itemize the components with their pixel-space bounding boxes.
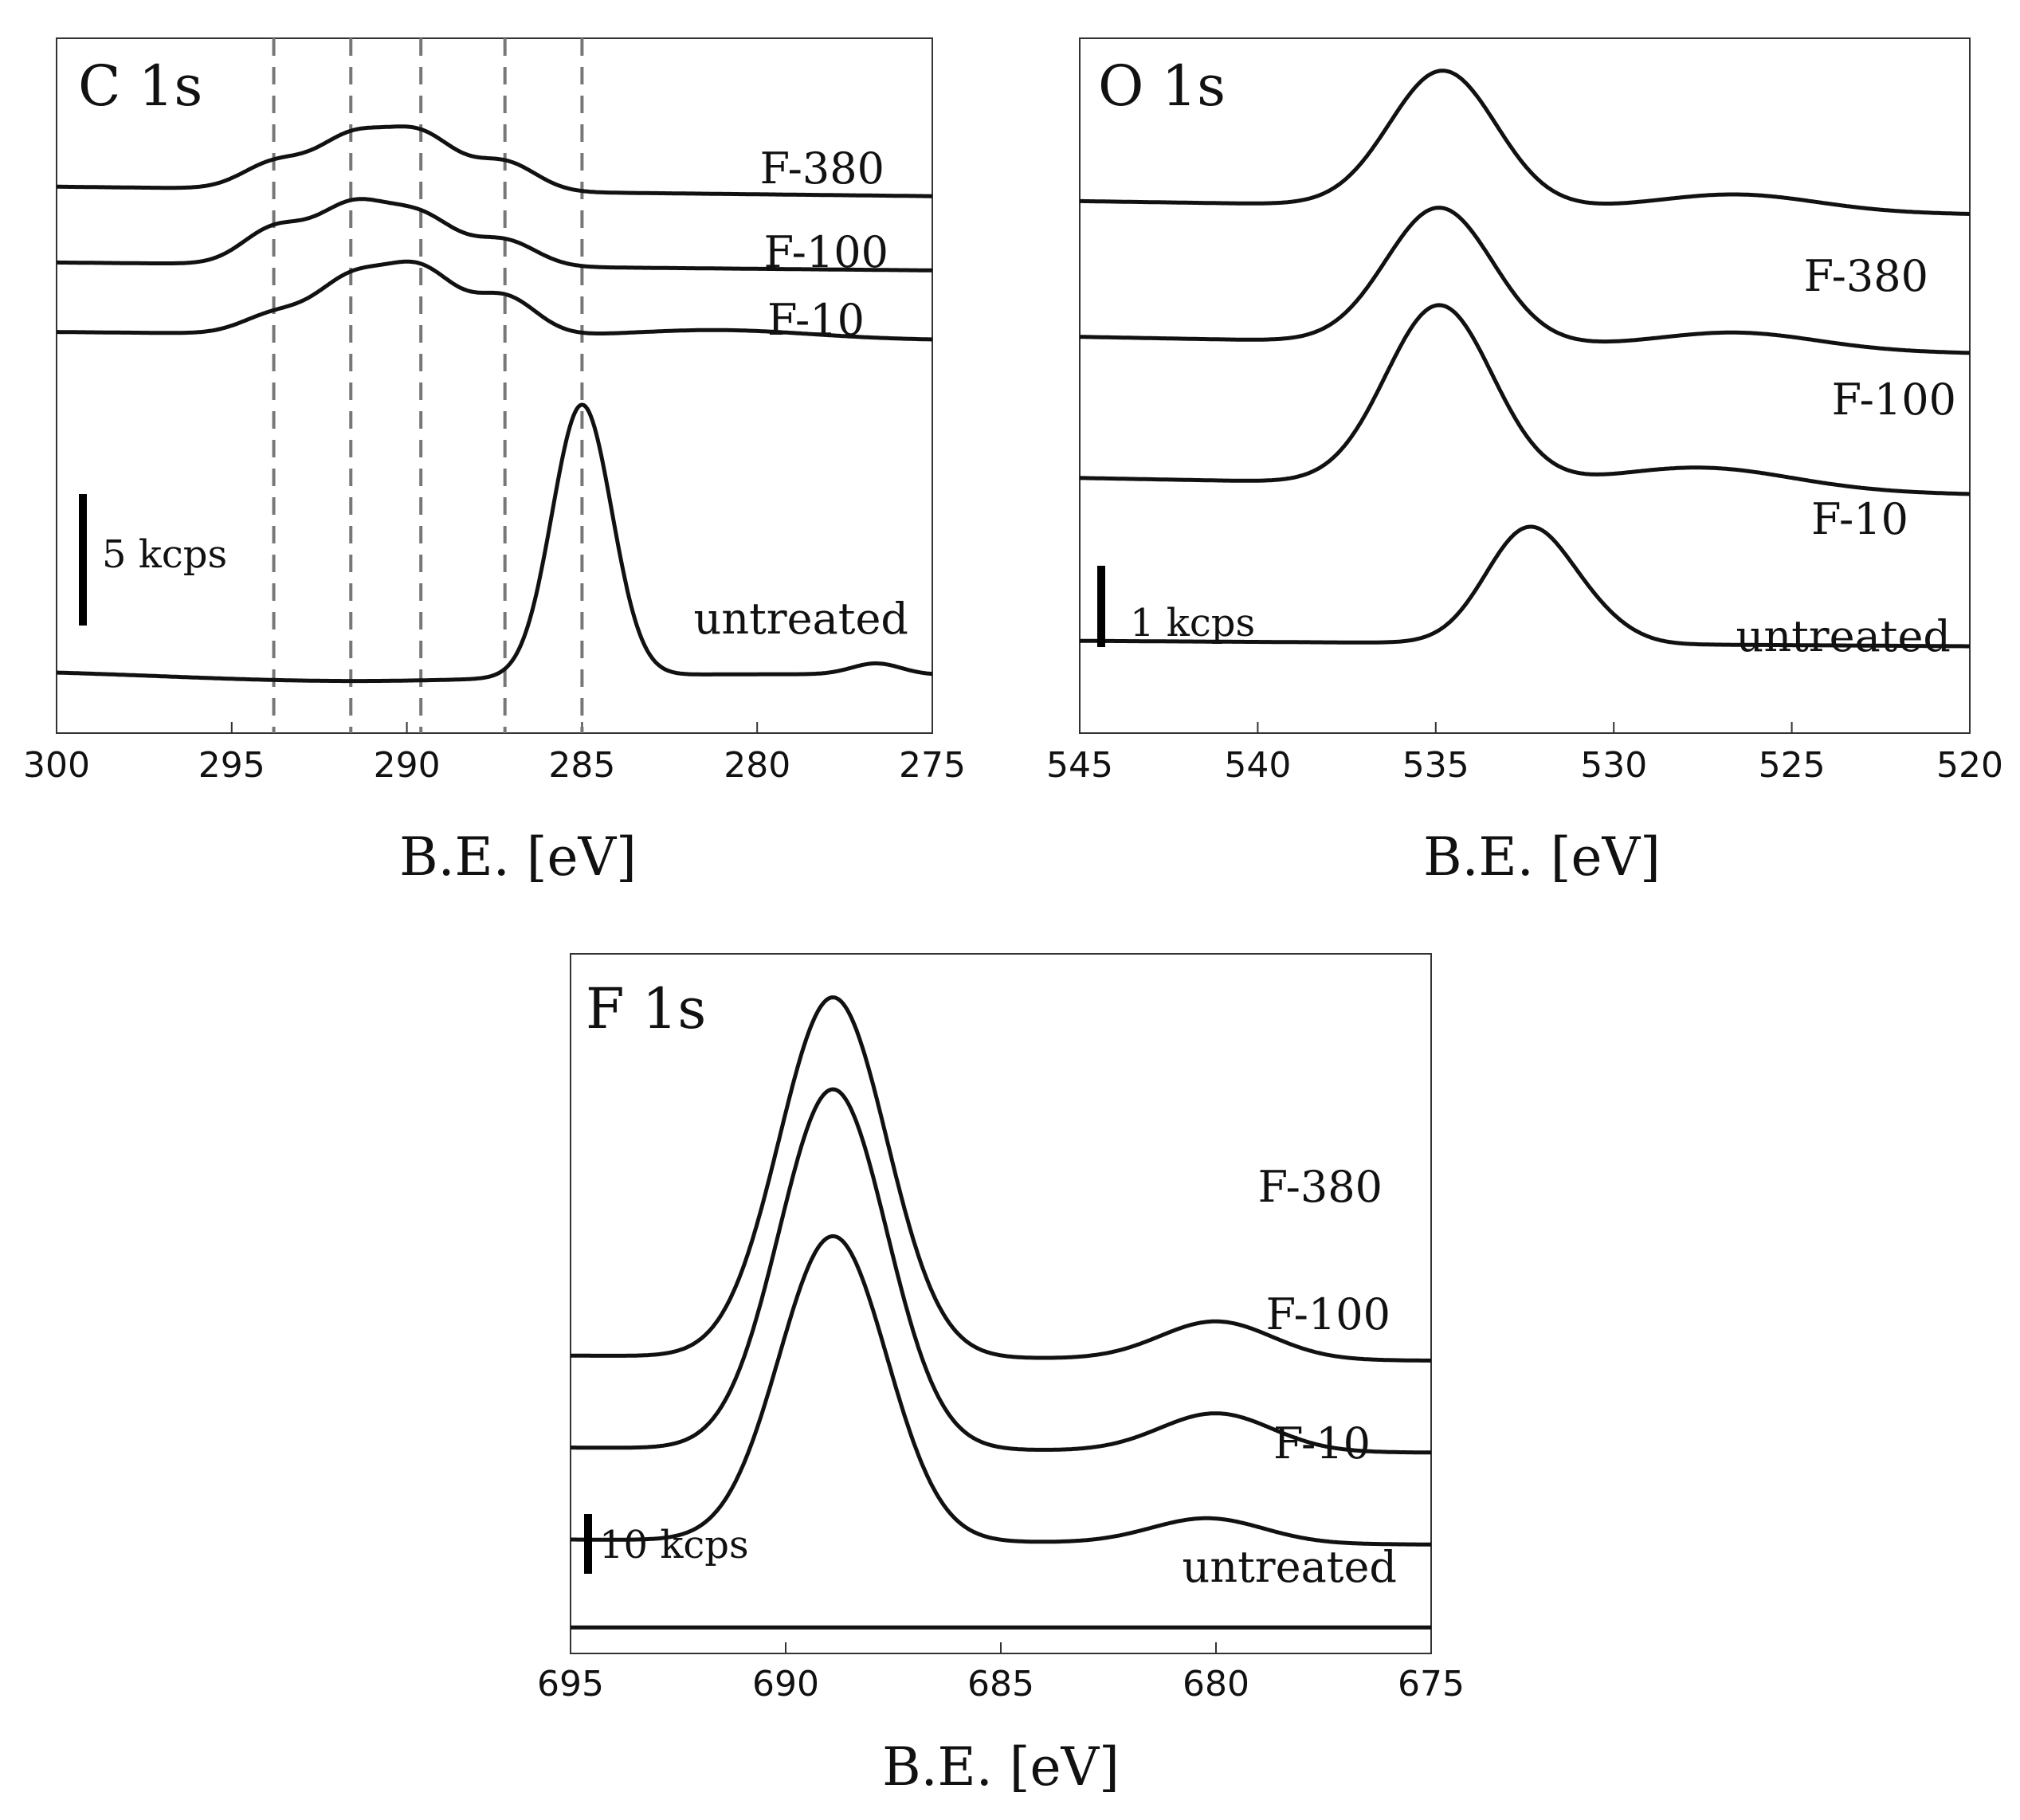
c1s-x-tick-label: 295 [198,745,265,786]
o1s-x-tick-label: 535 [1402,745,1469,786]
c1s-series-untreated [56,402,933,684]
c1s-x-axis-label: B.E. [eV] [399,826,637,888]
o1s-series-untreated [1079,524,1971,649]
f1s-x-tick-label: 680 [1183,1664,1249,1704]
c1s-series-label-f-100: F-100 [764,227,888,277]
o1s-x-axis-label: B.E. [eV] [1423,826,1661,888]
o1s-series-f-100 [1079,206,1971,355]
c1s-series-label-f-380: F-380 [760,143,884,194]
c1s-x-tick-label: 280 [724,745,790,786]
o1s-plot-frame [1079,37,1971,734]
o1s-x-tick-label: 540 [1224,745,1291,786]
f1s-x-tick-label: 690 [752,1664,819,1704]
c1s-x-tick-label: 300 [23,745,90,786]
c1s-series-f-10 [56,259,933,342]
o1s-x-tick-label: 530 [1580,745,1647,786]
f1s-series-f-380 [570,995,1432,1363]
c1s-plot-frame [56,37,933,734]
c1s-panel: C 1s B.E. [eV] 5 kcps 300 295 290 285 280 275… [23,37,966,888]
o1s-scale-bar-label: 1 kcps [1130,601,1255,645]
c1s-scale-bar-label: 5 kcps [102,532,227,577]
c1s-x-tick-label: 290 [374,745,441,786]
f1s-series-label-untreated: untreated [1183,1542,1397,1592]
c1s-series-label-untreated: untreated [694,594,908,644]
o1s-series-label-f-10: F-10 [1811,494,1908,544]
f1s-x-tick-label: 685 [967,1664,1034,1704]
c1s-series-f-100 [56,197,933,273]
o1s-series-label-f-380: F-380 [1804,251,1928,301]
f1s-series-label-f-100: F-100 [1266,1289,1390,1340]
f1s-scale-bar-label: 10 kcps [599,1523,749,1567]
o1s-series-label-f-100: F-100 [1832,375,1956,425]
o1s-x-tick-label: 525 [1759,745,1826,786]
f1s-series-f-100 [570,1087,1432,1455]
f1s-series-label-f-10: F-10 [1273,1418,1371,1469]
c1s-x-tick-label: 285 [548,745,615,786]
o1s-panel-title: O 1s [1098,53,1226,119]
f1s-series-label-f-380: F-380 [1258,1162,1383,1212]
o1s-x-tick-label: 545 [1046,745,1113,786]
o1s-series-label-untreated: untreated [1736,611,1951,661]
f1s-panel: F 1s B.E. [eV] 10 kcps 695 690 685 680 675 F-… [537,953,1465,1798]
f1s-panel-title: F 1s [586,976,706,1041]
f1s-x-tick-label: 695 [537,1664,604,1704]
c1s-series-f-380 [56,124,933,198]
o1s-series-f-380 [1079,69,1971,216]
f1s-x-axis-label: B.E. [eV] [882,1736,1120,1798]
c1s-x-tick-label: 275 [899,745,966,786]
f1s-x-tick-label: 675 [1398,1664,1465,1704]
o1s-series-f-10 [1079,303,1971,496]
o1s-x-tick-label: 520 [1936,745,2003,786]
o1s-panel: O 1s B.E. [eV] 1 kcps 545 540 535 530 525 520… [1046,37,2003,888]
c1s-series-label-f-10: F-10 [767,295,865,345]
f1s-series-f-10 [570,1234,1432,1547]
c1s-panel-title: C 1s [78,53,202,119]
